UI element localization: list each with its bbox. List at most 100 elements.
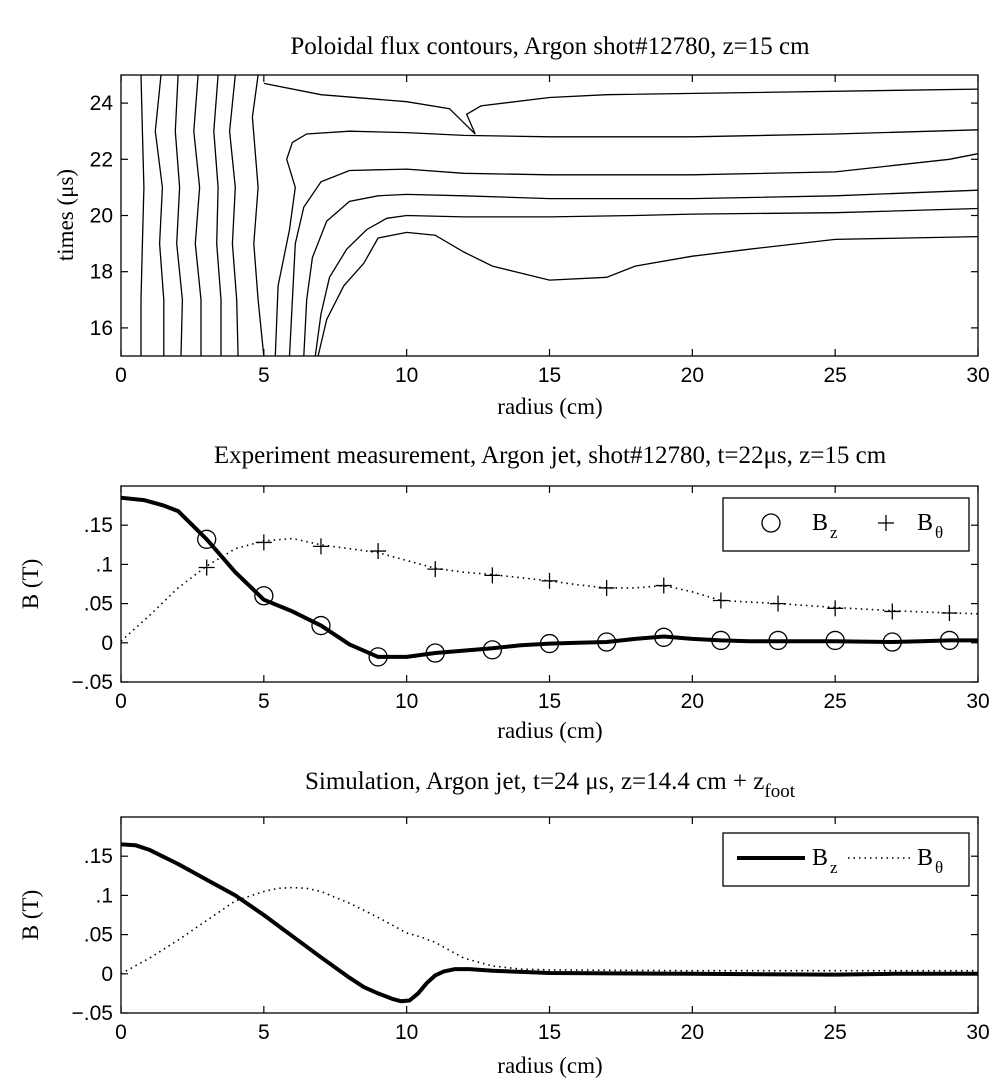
- contour-ytick-label: 20: [90, 205, 113, 228]
- experiment-xtick-label: 30: [966, 690, 989, 713]
- simulation-xtick-label: 30: [966, 1021, 989, 1044]
- experiment-btheta-point: [712, 592, 729, 609]
- experiment-xtick-label: 25: [823, 690, 846, 713]
- contour-line: [193, 74, 202, 356]
- experiment-bz-point: [197, 529, 217, 549]
- experiment-btheta-point: [884, 603, 901, 620]
- experiment-xtick-label: 5: [258, 690, 270, 713]
- contour-line: [174, 74, 184, 357]
- contour-ytick-label: 24: [90, 92, 114, 115]
- legend-plus-marker: [878, 515, 894, 531]
- contour-xlabel: radius (cm): [497, 394, 602, 419]
- experiment-bz-point: [596, 632, 617, 652]
- contour-line: [303, 189, 979, 357]
- experiment-bz-point: [539, 633, 560, 654]
- experiment-bz-point: [482, 640, 503, 660]
- contour-line: [274, 129, 979, 357]
- experiment-ylabel: B (T): [18, 559, 43, 609]
- experiment-bz-point: [254, 586, 274, 606]
- contour-xtick-label: 20: [681, 364, 704, 387]
- experiment-legend-box: [722, 497, 970, 552]
- experiment-ytick-label: .15: [84, 514, 113, 537]
- contour-line: [317, 231, 979, 357]
- contour-xtick-label: 15: [538, 364, 561, 387]
- simulation-xtick-label: 10: [395, 1021, 418, 1044]
- experiment-bz-point: [425, 643, 445, 663]
- simulation-ytick-label: 0: [101, 963, 113, 986]
- experiment-xtick-label: 0: [115, 690, 127, 713]
- experiment-btheta-point: [312, 538, 329, 555]
- simulation-ticks: 0 5 10 15 20 25 30−.050.05.1.15: [72, 817, 990, 1044]
- contour-lines: [140, 74, 979, 357]
- experiment-bz-point: [654, 627, 674, 647]
- contour-line: [263, 82, 979, 135]
- experiment-bz-point: [939, 630, 960, 651]
- simulation-series: [120, 842, 978, 1004]
- experiment-axes-frame: [120, 485, 979, 683]
- contour-line: [154, 74, 165, 356]
- experiment-btheta-point: [484, 567, 501, 584]
- simulation-xtick-label: 20: [681, 1021, 704, 1044]
- contour-line: [213, 74, 222, 356]
- simulation-ytick-label: −.05: [72, 1002, 113, 1025]
- experiment-ytick-label: 0: [101, 632, 113, 655]
- experiment-btheta-point: [370, 543, 387, 560]
- contour-title: Poloidal flux contours, Argon shot#12780…: [290, 33, 810, 60]
- experiment-btheta-point: [770, 595, 787, 612]
- experiment-btheta-point: [255, 534, 272, 551]
- simulation-xtick-label: 25: [823, 1021, 846, 1044]
- contour-ytick-label: 22: [90, 148, 113, 171]
- contour-xtick-label: 30: [966, 364, 989, 387]
- contour-xtick-label: 25: [823, 364, 846, 387]
- contour-line: [140, 74, 145, 356]
- simulation-ylabel: B (T): [18, 890, 43, 940]
- experiment-xlabel: radius (cm): [497, 718, 602, 743]
- experiment-btheta-point: [198, 559, 215, 576]
- experiment-btheta-point: [941, 605, 958, 622]
- experiment-bz-point: [882, 632, 902, 652]
- experiment-btheta-line: [120, 537, 979, 642]
- simulation-title: Simulation, Argon jet, t=24 μs, z=14.4 c…: [305, 768, 796, 802]
- simulation-ytick-label: .15: [84, 845, 113, 868]
- simulation-xlabel: radius (cm): [497, 1053, 602, 1078]
- experiment-ytick-label: .05: [84, 593, 113, 616]
- experiment-btheta-point: [655, 577, 672, 594]
- simulation-btheta-line: [120, 886, 978, 975]
- simulation-xtick-label: 15: [538, 1021, 561, 1044]
- experiment-bz-point: [711, 630, 731, 651]
- experiment-btheta-point: [827, 600, 844, 617]
- experiment-ticks: 0 5 10 15 20 25 30−.050.05.1.15: [72, 486, 990, 713]
- simulation-ytick-label: .05: [84, 924, 113, 947]
- contour-ytick-label: 18: [90, 261, 113, 284]
- contour-ytick-label: 16: [90, 317, 113, 340]
- experiment-xtick-label: 15: [538, 690, 561, 713]
- contour-ticks: 0 5 10 15 20 25 30 16 18 20 22 24: [90, 75, 990, 387]
- contour-line: [314, 207, 979, 357]
- contour-line: [228, 74, 239, 357]
- simulation-panel: Simulation, Argon jet, t=24 μs, z=14.4 c…: [18, 768, 990, 1078]
- experiment-ytick-label: .1: [95, 553, 113, 576]
- contour-axes-frame: [120, 74, 979, 357]
- experiment-ytick-label: −.05: [72, 671, 113, 694]
- simulation-axes-frame: [120, 816, 979, 1014]
- experiment-series: [120, 495, 979, 667]
- simulation-xtick-label: 0: [115, 1021, 127, 1044]
- simulation-bz-line: [120, 842, 978, 1004]
- experiment-xtick-label: 20: [681, 690, 704, 713]
- experiment-btheta-point: [541, 572, 558, 589]
- contour-line: [251, 74, 265, 357]
- experiment-xtick-label: 10: [395, 690, 418, 713]
- contour-ylabel: times (μs): [53, 169, 78, 261]
- experiment-btheta-point: [598, 579, 615, 596]
- experiment-bz-point: [768, 630, 788, 651]
- experiment-btheta-point: [427, 561, 444, 578]
- contour-line: [288, 153, 979, 357]
- legend-circle-marker: [761, 513, 781, 533]
- experiment-title: Experiment measurement, Argon jet, shot#…: [214, 442, 887, 469]
- experiment-bz-point: [825, 630, 845, 651]
- simulation-xtick-label: 5: [258, 1021, 270, 1044]
- experiment-bz-point: [368, 647, 388, 667]
